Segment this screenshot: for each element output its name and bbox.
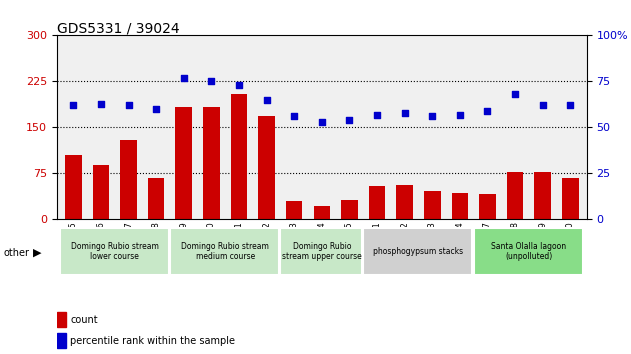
Bar — [57, 312, 66, 327]
Bar — [479, 194, 496, 219]
Point — [372, 112, 382, 118]
Bar — [452, 193, 468, 219]
Bar — [314, 206, 330, 219]
Point — [510, 91, 520, 97]
Point — [179, 75, 189, 81]
Point — [261, 97, 271, 103]
Point — [151, 106, 162, 112]
Bar — [175, 107, 192, 219]
FancyBboxPatch shape — [170, 228, 279, 275]
Bar — [341, 200, 358, 219]
Bar — [507, 172, 523, 219]
Point — [427, 114, 437, 119]
Bar — [562, 178, 579, 219]
FancyBboxPatch shape — [280, 228, 362, 275]
Bar — [121, 140, 137, 219]
Text: count: count — [70, 315, 98, 325]
Point — [234, 82, 244, 88]
Bar — [534, 172, 551, 219]
Text: phosphogypsum stacks: phosphogypsum stacks — [374, 247, 464, 256]
Bar — [203, 107, 220, 219]
Bar — [369, 186, 386, 219]
Point — [399, 110, 410, 115]
Point — [317, 119, 327, 125]
Bar — [93, 165, 109, 219]
Point — [206, 79, 216, 84]
Point — [565, 103, 575, 108]
Text: GDS5331 / 39024: GDS5331 / 39024 — [57, 21, 179, 35]
Text: ▶: ▶ — [33, 248, 41, 258]
Bar — [65, 155, 81, 219]
FancyBboxPatch shape — [474, 228, 582, 275]
FancyBboxPatch shape — [363, 228, 472, 275]
Bar — [258, 116, 275, 219]
Point — [289, 114, 299, 119]
Point — [68, 103, 78, 108]
Bar — [231, 94, 247, 219]
Point — [455, 112, 465, 118]
Bar — [396, 184, 413, 219]
FancyBboxPatch shape — [59, 228, 168, 275]
Text: other: other — [3, 248, 29, 258]
Point — [96, 101, 106, 106]
Bar — [424, 191, 440, 219]
Bar — [57, 333, 66, 348]
Bar — [286, 201, 302, 219]
Bar — [148, 178, 165, 219]
Text: Domingo Rubio stream
medium course: Domingo Rubio stream medium course — [181, 242, 269, 261]
Point — [124, 103, 134, 108]
Text: Santa Olalla lagoon
(unpolluted): Santa Olalla lagoon (unpolluted) — [492, 242, 567, 261]
Point — [482, 108, 492, 114]
Text: Domingo Rubio stream
lower course: Domingo Rubio stream lower course — [71, 242, 159, 261]
Point — [345, 117, 355, 123]
Text: percentile rank within the sample: percentile rank within the sample — [70, 336, 235, 346]
Text: Domingo Rubio
stream upper course: Domingo Rubio stream upper course — [282, 242, 362, 261]
Point — [538, 103, 548, 108]
